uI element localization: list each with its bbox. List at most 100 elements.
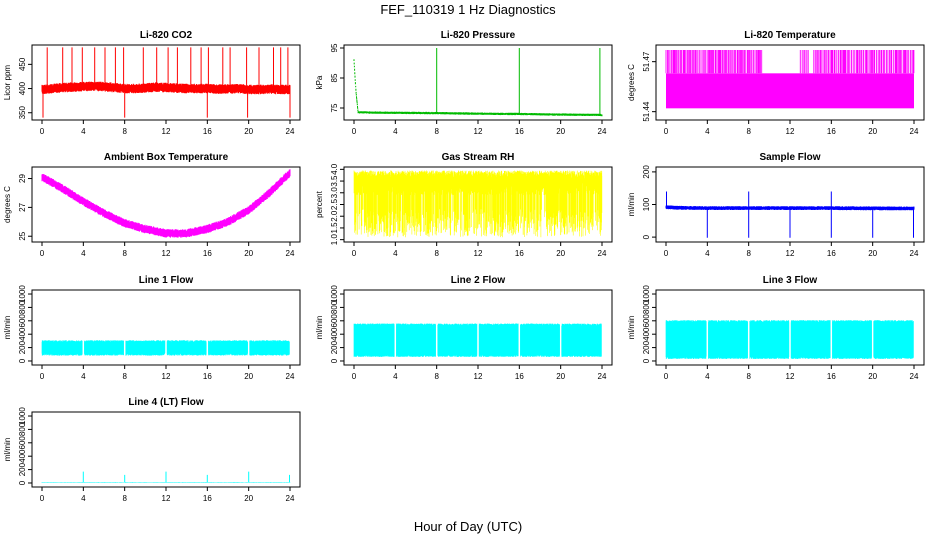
x-tick-label-rh: 8 (434, 249, 439, 258)
y-axis-label-pressure: kPa (315, 75, 324, 89)
x-tick-label-pressure: 0 (352, 127, 357, 136)
y-tick-label-rh: 3.0 (330, 187, 339, 199)
x-tick-label-line4-flow: 4 (81, 494, 86, 503)
figure-title: FEF_110319 1 Hz Diagnostics (380, 2, 556, 17)
x-tick-label-licor-temp: 8 (746, 127, 751, 136)
y-axis-label-licor-temp: degrees C (627, 64, 636, 101)
series-line2-flow (353, 323, 602, 357)
x-tick-label-box-temp: 16 (203, 249, 212, 258)
figure-x-axis-label: Hour of Day (UTC) (414, 519, 522, 534)
panel-title-sample-flow: Sample Flow (759, 152, 820, 163)
x-tick-label-box-temp: 24 (286, 249, 295, 258)
x-tick-label-line4-flow: 24 (286, 494, 295, 503)
series-line3-flow (665, 320, 914, 359)
x-tick-label-line4-flow: 20 (244, 494, 253, 503)
x-tick-label-pressure: 16 (515, 127, 524, 136)
x-tick-label-line4-flow: 0 (40, 494, 45, 503)
x-tick-label-pressure: 20 (556, 127, 565, 136)
panel-title-line1-flow: Line 1 Flow (139, 275, 194, 286)
x-tick-label-line3-flow: 16 (827, 372, 836, 381)
panel-rh: Gas Stream RH percent 0 4 8 12 16 20 24 1.01.52.0… (315, 152, 613, 258)
panel-sample-flow: Sample Flow ml/min 0 4 8 12 16 20 24 0 100 200 (627, 152, 925, 258)
trace-box-temp (41, 169, 291, 238)
series-line4-flow (41, 471, 291, 483)
x-tick-label-line4-flow: 8 (122, 494, 127, 503)
x-tick-label-line4-flow: 12 (162, 494, 171, 503)
y-tick-label-line3-flow: 0 (642, 358, 651, 363)
x-tick-label-box-temp: 12 (162, 249, 171, 258)
y-tick-label-line3-flow: 200 (642, 340, 651, 354)
panel-box-temp: Ambient Box Temperature degrees C 0 4 8 12 16 2… (3, 152, 301, 258)
y-tick-label-pressure: 85 (330, 73, 339, 82)
x-tick-label-line1-flow: 4 (81, 372, 86, 381)
trace-line1-flow (41, 340, 290, 356)
x-tick-label-line2-flow: 16 (515, 372, 524, 381)
series-rh (353, 170, 603, 238)
y-tick-label-licor-temp: 51.44 (642, 101, 651, 122)
x-tick-label-line1-flow: 8 (122, 372, 127, 381)
x-tick-label-sample-flow: 0 (664, 249, 669, 258)
y-tick-label-line4-flow: 600 (18, 436, 27, 450)
x-tick-label-line3-flow: 12 (786, 372, 795, 381)
x-tick-label-line2-flow: 24 (598, 372, 607, 381)
x-tick-label-line1-flow: 16 (203, 372, 212, 381)
x-tick-label-rh: 20 (556, 249, 565, 258)
series-co2 (41, 47, 291, 118)
y-tick-label-line2-flow: 600 (330, 314, 339, 328)
x-tick-label-rh: 12 (474, 249, 483, 258)
series-sample-flow (665, 191, 915, 238)
x-tick-label-co2: 24 (286, 127, 295, 136)
series-line1-flow (41, 340, 290, 356)
x-tick-label-co2: 12 (162, 127, 171, 136)
x-tick-label-sample-flow: 12 (786, 249, 795, 258)
x-tick-label-co2: 4 (81, 127, 86, 136)
y-tick-label-box-temp: 25 (18, 231, 27, 240)
y-tick-label-sample-flow: 0 (642, 234, 651, 239)
x-tick-label-rh: 0 (352, 249, 357, 258)
y-tick-label-pressure: 95 (330, 43, 339, 52)
panel-title-pressure: Li-820 Pressure (441, 30, 516, 41)
panel-pressure: Li-820 Pressure kPa 0 4 8 12 16 20 24 75 85 95 (315, 30, 613, 136)
x-tick-label-licor-temp: 20 (868, 127, 877, 136)
x-tick-label-pressure: 4 (393, 127, 398, 136)
panel-line2-flow: Line 2 Flow ml/min 0 4 8 12 16 20 24 0 20040060080… (315, 275, 613, 381)
x-tick-label-sample-flow: 24 (910, 249, 919, 258)
y-tick-label-line3-flow: 1000 (642, 285, 651, 303)
trace-licor-temp (665, 50, 915, 74)
y-axis-label-box-temp: degrees C (3, 186, 12, 223)
y-tick-label-line1-flow: 200 (18, 340, 27, 354)
x-tick-label-licor-temp: 24 (910, 127, 919, 136)
x-tick-label-licor-temp: 16 (827, 127, 836, 136)
y-tick-label-co2: 450 (18, 57, 27, 71)
y-tick-label-line2-flow: 1000 (330, 285, 339, 303)
y-tick-label-rh: 4.0 (330, 163, 339, 175)
y-tick-label-line1-flow: 800 (18, 300, 27, 314)
panel-title-line2-flow: Line 2 Flow (451, 275, 506, 286)
y-tick-label-line3-flow: 600 (642, 314, 651, 328)
panel-title-licor-temp: Li-820 Temperature (744, 30, 836, 41)
x-tick-label-line1-flow: 24 (286, 372, 295, 381)
x-tick-label-line2-flow: 0 (352, 372, 357, 381)
x-tick-label-sample-flow: 4 (705, 249, 710, 258)
y-tick-label-line4-flow: 200 (18, 462, 27, 476)
y-axis-label-sample-flow: ml/min (627, 193, 636, 217)
y-axis-label-line1-flow: ml/min (3, 316, 12, 340)
y-tick-label-rh: 1.0 (330, 234, 339, 246)
x-tick-label-box-temp: 4 (81, 249, 86, 258)
x-tick-label-line1-flow: 20 (244, 372, 253, 381)
trace-line2-flow (353, 323, 602, 357)
panel-title-rh: Gas Stream RH (442, 152, 515, 163)
y-tick-label-line3-flow: 800 (642, 300, 651, 314)
x-tick-label-line3-flow: 8 (746, 372, 751, 381)
x-tick-label-box-temp: 20 (244, 249, 253, 258)
y-axis-label-rh: percent (315, 190, 324, 217)
x-tick-label-co2: 20 (244, 127, 253, 136)
series-box-temp (41, 169, 291, 238)
trace-pressure (353, 48, 603, 117)
panel-title-co2: Li-820 CO2 (140, 30, 193, 41)
x-tick-label-co2: 16 (203, 127, 212, 136)
y-tick-label-line1-flow: 1000 (18, 285, 27, 303)
y-axis-label-line3-flow: ml/min (627, 316, 636, 340)
